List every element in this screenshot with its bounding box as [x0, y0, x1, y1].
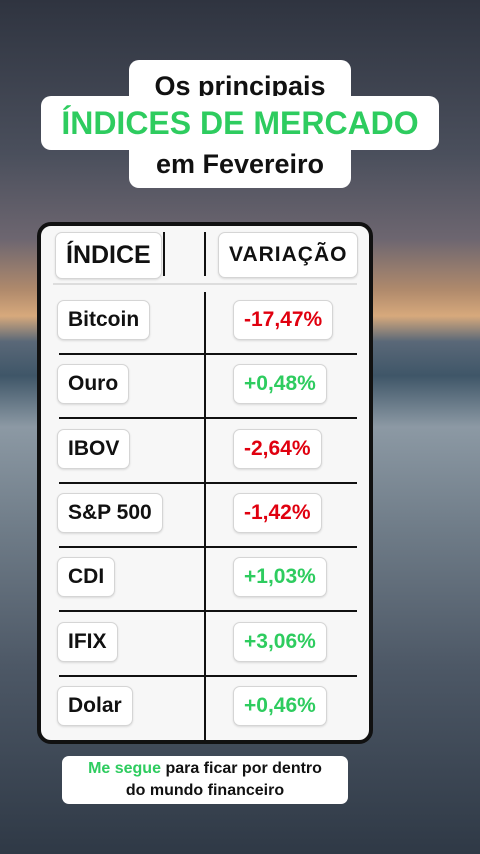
index-name: Dolar	[57, 685, 133, 726]
row-line	[59, 417, 357, 420]
index-name: Bitcoin	[57, 300, 151, 340]
divider	[204, 232, 206, 276]
footer: Me segue para ficar por dentro do mundo …	[62, 756, 348, 804]
row-line	[59, 353, 357, 355]
row-line	[59, 481, 357, 484]
row-line	[59, 545, 357, 548]
divider	[53, 283, 357, 285]
row-line	[59, 610, 357, 613]
variation: -1,42%	[233, 492, 322, 533]
variation: -2,64%	[233, 428, 322, 469]
table-card: ÍNDICE VARIAÇÃO Bitcoin -17,47% Ouro +0,48% IB…	[37, 222, 373, 744]
title-line: em Fevereiro	[129, 140, 351, 188]
column-header: VARIAÇÃO	[218, 232, 359, 278]
column-header: ÍNDICE	[55, 232, 162, 279]
divider	[204, 292, 206, 740]
index-name: IBOV	[57, 428, 131, 469]
index-name: IFIX	[57, 621, 118, 662]
row-line	[59, 674, 357, 677]
variation: +0,46%	[233, 685, 327, 726]
variation: -17,47%	[233, 300, 334, 340]
index-name: S&P 500	[57, 492, 163, 533]
variation: +0,48%	[233, 364, 327, 405]
index-name: Ouro	[57, 364, 130, 405]
divider	[163, 232, 165, 276]
footer-text: para ficar por dentro	[165, 760, 322, 777]
index-name: CDI	[57, 557, 116, 598]
variation: +3,06%	[233, 621, 327, 662]
variation: +1,03%	[233, 557, 327, 598]
footer-highlight: Me segue	[88, 760, 161, 777]
footer-text: do mundo financeiro	[125, 782, 285, 799]
